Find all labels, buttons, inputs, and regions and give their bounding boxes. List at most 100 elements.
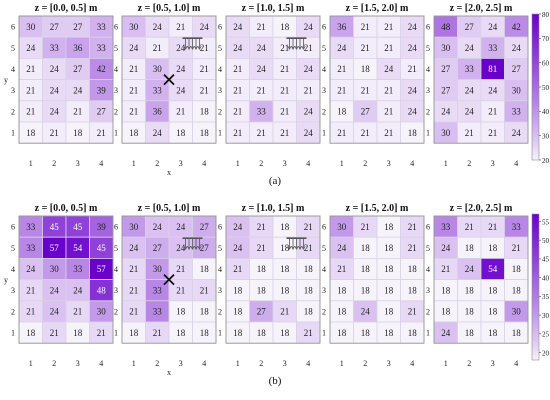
cell-value-label: 18: [384, 285, 394, 295]
cell-value-label: 33: [73, 264, 83, 274]
cell-value-label: 24: [50, 307, 60, 317]
cell-value-label: 24: [50, 64, 60, 74]
y-tick-label: 2: [218, 307, 222, 316]
cell-value-label: 33: [97, 43, 107, 53]
y-tick-label: 3: [11, 286, 15, 295]
panel-frame: [329, 215, 425, 344]
y-tick-label: 5: [218, 244, 222, 253]
y-tick-label: 5: [114, 44, 118, 53]
cell-value-label: 18: [200, 107, 210, 117]
cell-value-label: 18: [361, 243, 371, 253]
cell-value-label: 21: [384, 128, 393, 138]
cell-value-label: 24: [50, 107, 60, 117]
y-tick-label: 6: [322, 223, 326, 232]
cell-value-label: 24: [50, 285, 60, 295]
cell-value-label: 21: [176, 264, 185, 274]
cell-value-label: 27: [73, 22, 83, 32]
y-tick-label: 2: [114, 307, 118, 316]
cell-value-label: 30: [441, 43, 451, 53]
colorbar-tick-label: 30: [542, 132, 550, 140]
cell-value-label: 21: [129, 107, 138, 117]
cell-value-label: 24: [153, 128, 163, 138]
cell-value-label: 21: [129, 264, 138, 274]
cell-value-label: 21: [129, 85, 138, 95]
cell-value-label: 18: [512, 285, 522, 295]
cell-value-label: 18: [441, 285, 451, 295]
cell-value-label: 21: [465, 222, 474, 232]
cell-value-label: 27: [200, 243, 210, 253]
cell-value-label: 24: [176, 43, 186, 53]
cell-value-label: 21: [280, 307, 289, 317]
y-tick-label: 2: [322, 107, 326, 116]
cell-value-label: 18: [280, 22, 290, 32]
cell-value-label: 18: [280, 243, 290, 253]
y-tick-label: 3: [218, 86, 222, 95]
source-arrows-icon: [286, 37, 307, 51]
y-tick-label: 6: [11, 223, 15, 232]
y-tick-label: 6: [426, 223, 430, 232]
cell-value-label: 33: [512, 222, 522, 232]
cell-value-label: 24: [408, 107, 418, 117]
cell-value-label: 27: [361, 107, 371, 117]
cell-value-label: 18: [361, 285, 371, 295]
cell-value-label: 30: [153, 264, 163, 274]
cell-value-label: 21: [129, 64, 138, 74]
cell-value-label: 24: [384, 64, 394, 74]
cell-value-label: 21: [488, 107, 497, 117]
cell-value-label: 24: [176, 85, 186, 95]
cell-value-label: 18: [512, 328, 522, 338]
cell-value-label: 18: [384, 222, 394, 232]
cell-value-label: 24: [441, 107, 451, 117]
cell-value-label: 21: [280, 85, 289, 95]
cell-value-label: 21: [233, 107, 242, 117]
cell-value-label: 18: [304, 285, 314, 295]
y-tick-label: 6: [11, 23, 15, 32]
y-tick-label: 2: [11, 107, 15, 116]
cell-value-label: 33: [441, 222, 451, 232]
panel-frame: [18, 215, 114, 344]
panel-frame: [18, 15, 114, 144]
cell-value-label: 36: [337, 22, 347, 32]
cell-value-label: 24: [50, 85, 60, 95]
panel-frame: [225, 15, 321, 144]
cell-value-label: 24: [176, 222, 186, 232]
y-tick-label: 5: [426, 44, 430, 53]
cell-value-label: 27: [73, 64, 83, 74]
x-tick-label: 3: [179, 159, 183, 168]
cell-value-label: 39: [97, 222, 107, 232]
cell-value-label: 24: [465, 85, 475, 95]
cell-value-label: 45: [50, 222, 60, 232]
cell-value-label: 30: [512, 85, 522, 95]
cell-value-label: 24: [337, 43, 347, 53]
y-tick-label: 5: [11, 244, 15, 253]
cell-value-label: 45: [73, 222, 83, 232]
y-tick-label: 1: [11, 129, 15, 138]
cell-value-label: 21: [488, 222, 497, 232]
colorbar: [531, 13, 540, 161]
cell-value-label: 18: [337, 285, 347, 295]
cell-value-label: 24: [408, 22, 418, 32]
cell-value-label: 24: [73, 285, 83, 295]
y-tick-label: 6: [218, 223, 222, 232]
y-tick-label: 4: [11, 65, 15, 74]
cell-value-label: 18: [384, 307, 394, 317]
cell-value-label: 21: [257, 243, 266, 253]
x-tick-label: 2: [363, 359, 367, 368]
cell-value-label: 21: [337, 85, 346, 95]
cell-value-label: 18: [257, 264, 267, 274]
y-tick-label: 2: [218, 107, 222, 116]
cell-value-label: 21: [26, 85, 35, 95]
y-tick-label: 4: [218, 65, 222, 74]
y-tick-label: 4: [218, 265, 222, 274]
cell-value-label: 30: [129, 22, 139, 32]
cell-value-label: 21: [129, 285, 138, 295]
x-tick-label: 1: [340, 359, 344, 368]
source-arrows-icon: [182, 37, 203, 51]
x-tick-label: 4: [514, 359, 518, 368]
